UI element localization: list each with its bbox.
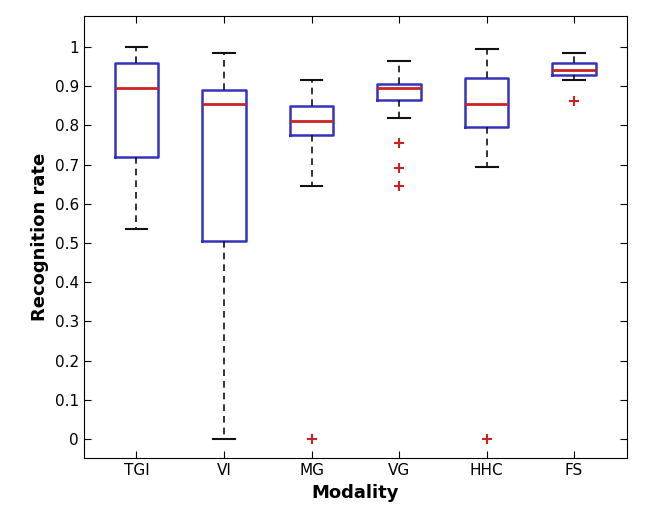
- X-axis label: Modality: Modality: [311, 484, 399, 502]
- Y-axis label: Recognition rate: Recognition rate: [31, 153, 49, 321]
